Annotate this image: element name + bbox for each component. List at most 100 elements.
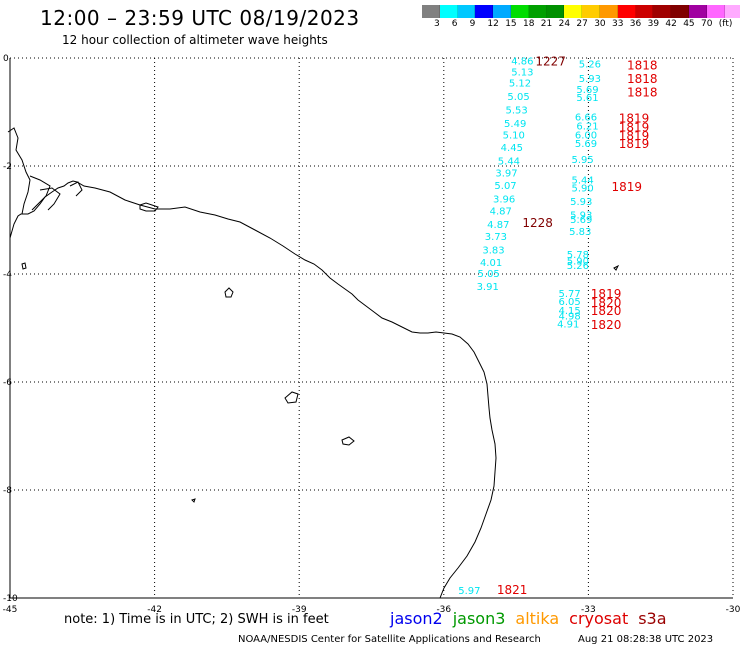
legend-swatch xyxy=(724,5,740,18)
x-tick-label: -42 xyxy=(147,605,162,615)
swh-value: 3.73 xyxy=(485,232,507,243)
pass-time-label: 1818 xyxy=(627,58,658,72)
note-text: note: 1) Time is in UTC; 2) SWH is in fe… xyxy=(64,612,329,627)
swh-value: 5.97 xyxy=(458,586,480,597)
color-scale-legend: 3 6 9 12 15 18 21 24 27 30 33 36 39 42 45 70 (ft) xyxy=(422,5,740,30)
pass-time-label: 1820 xyxy=(591,318,622,332)
legend-swatch xyxy=(582,5,600,18)
swh-value: 5.10 xyxy=(503,131,525,142)
island-7 xyxy=(191,498,196,503)
axis-tick-labels: -45 -42 -39 -36 -33 -30 0 -2 -4 -6 -8 -10 xyxy=(3,54,740,615)
legend-swatch xyxy=(528,5,547,18)
island-4 xyxy=(341,436,355,446)
swh-value: 5.49 xyxy=(504,119,526,130)
legend-swatch xyxy=(635,5,654,18)
legend-swatch xyxy=(510,5,529,18)
legend-label: 15 xyxy=(505,19,517,29)
legend-swatch xyxy=(422,5,440,18)
swh-value: 4.87 xyxy=(490,206,512,217)
swh-value: 4.91 xyxy=(557,320,579,331)
legend-swatch xyxy=(475,5,494,18)
satellite-s3a: s3a xyxy=(638,609,667,628)
swh-value: 5.83 xyxy=(569,227,591,238)
footer-credit: NOAA/NESDIS Center for Satellite Applica… xyxy=(238,634,541,645)
legend-label: 6 xyxy=(451,19,458,29)
swh-value: 5.53 xyxy=(505,105,527,116)
x-tick-label: -33 xyxy=(581,605,596,615)
pass-time-label: 1818 xyxy=(627,85,658,99)
footer-timestamp: Aug 21 08:28:38 UTC 2023 xyxy=(578,634,714,645)
legend-swatch xyxy=(688,5,707,18)
pass-time-label: 1228 xyxy=(522,216,553,230)
pass-time-label: 1821 xyxy=(497,583,528,597)
pass-time-label: 1820 xyxy=(591,296,622,310)
swh-value: 6.05 xyxy=(559,297,581,308)
color-scale-swatches xyxy=(422,5,740,18)
swh-value: 5.07 xyxy=(494,181,516,192)
y-tick-label: -10 xyxy=(3,594,18,604)
swh-value: 5.78 xyxy=(567,250,589,261)
legend-label: 27 xyxy=(576,19,588,29)
coastline-estuary xyxy=(7,127,83,215)
swh-value: 5.69 xyxy=(570,215,592,226)
island-6 xyxy=(21,262,27,270)
pass-time-label: 1819 xyxy=(619,137,650,151)
satellite-legend: jason2 jason3 altika cryosat s3a xyxy=(390,609,677,628)
island-3 xyxy=(284,391,299,404)
swh-value: 6.00 xyxy=(575,131,597,142)
swh-value-labels: 4.865.135.125.055.535.495.104.455.443.97… xyxy=(458,57,601,597)
swh-value: 5.13 xyxy=(511,68,533,79)
pass-time-label: 1819 xyxy=(612,180,643,194)
island-2 xyxy=(224,287,234,298)
legend-swatch xyxy=(439,5,458,18)
swh-value: 4.01 xyxy=(480,258,502,269)
satellite-jason3: jason3 xyxy=(452,609,506,628)
legend-swatch xyxy=(564,5,583,18)
swh-value: 4.98 xyxy=(559,312,581,323)
swh-value: 6.21 xyxy=(576,122,598,133)
legend-label: 12 xyxy=(487,19,499,29)
swh-value: 5.69 xyxy=(576,85,598,96)
swh-value: 5.77 xyxy=(559,289,581,300)
x-tick-label: -39 xyxy=(292,605,307,615)
legend-label: 3 xyxy=(434,19,440,29)
chart-title: 12:00 – 23:59 UTC 08/19/2023 xyxy=(40,6,360,30)
legend-swatch xyxy=(706,5,725,18)
swh-value: 4.86 xyxy=(511,57,533,68)
swh-value: 5.93 xyxy=(570,197,592,208)
swh-value: 3.91 xyxy=(477,282,499,293)
swh-value: 5.26 xyxy=(579,59,601,70)
swh-value: 4.45 xyxy=(501,143,523,154)
pass-time-label: 1820 xyxy=(591,304,622,318)
pass-time-label: 1819 xyxy=(591,287,622,301)
pass-time-label: 1819 xyxy=(619,111,650,125)
swh-value: 4.87 xyxy=(487,220,509,231)
legend-label: 30 xyxy=(594,19,606,29)
swh-value: 5.44 xyxy=(498,157,520,168)
y-tick-label: -4 xyxy=(3,270,12,280)
swh-value: 3.97 xyxy=(495,168,517,179)
pass-time-label: 1227 xyxy=(535,55,566,69)
legend-label: 70 xyxy=(701,19,713,29)
swh-value: 5.90 xyxy=(567,257,589,268)
pass-time-labels: 1227 181818181818181918191819181918191228… xyxy=(497,55,658,597)
swh-value: 5.93 xyxy=(570,211,592,222)
y-tick-label: -8 xyxy=(3,486,12,496)
pass-time-label: 1818 xyxy=(627,72,658,86)
swh-value: 4.15 xyxy=(559,306,581,317)
y-tick-label: -2 xyxy=(3,162,12,172)
color-scale-labels: 3 6 9 12 15 18 21 24 27 30 33 36 39 42 45 70 (ft) xyxy=(422,18,740,30)
swh-value: 5.12 xyxy=(509,78,531,89)
legend-label: 39 xyxy=(647,19,660,29)
swh-value: 3.83 xyxy=(482,246,504,257)
legend-swatch xyxy=(617,5,636,18)
swh-value: 5.69 xyxy=(575,139,597,150)
legend-swatch xyxy=(493,5,511,18)
island-5 xyxy=(613,264,620,271)
legend-label: (ft) xyxy=(718,19,733,29)
pass-time-label: 1819 xyxy=(619,121,650,135)
legend-label: 42 xyxy=(665,19,677,29)
pass-time-label: 1819 xyxy=(619,129,650,143)
x-tick-label: -30 xyxy=(726,605,740,615)
